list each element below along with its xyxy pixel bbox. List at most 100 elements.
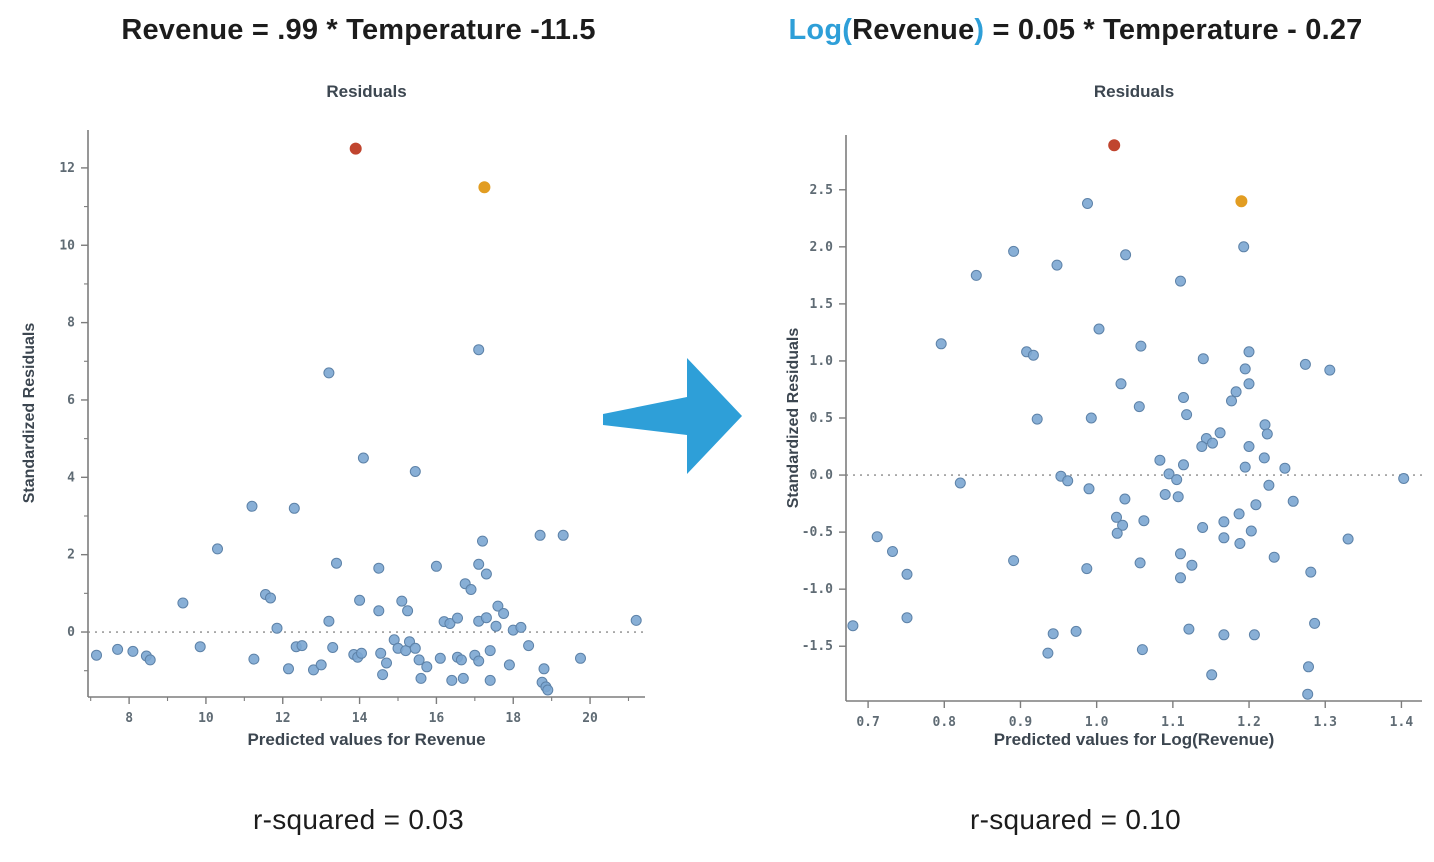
- data-point: [415, 672, 427, 684]
- data-point: [1178, 392, 1189, 403]
- x-tick-label: 12: [275, 711, 291, 726]
- x-tick-label: 1.3: [1313, 715, 1336, 730]
- data-point: [381, 657, 392, 669]
- data-point: [1082, 198, 1093, 209]
- data-point: [1197, 353, 1209, 365]
- y-tick-label: -1.0: [802, 582, 833, 597]
- y-tick-label: 12: [59, 161, 75, 176]
- data-point: [1287, 495, 1299, 507]
- data-point: [1163, 468, 1175, 480]
- data-point: [1181, 409, 1193, 421]
- x-tick-label: 18: [505, 711, 521, 726]
- data-point: [296, 640, 308, 652]
- equation-segment: Log(: [788, 14, 853, 46]
- data-point: [144, 654, 156, 666]
- x-tick-label: 14: [352, 711, 368, 726]
- data-point: [490, 620, 502, 632]
- data-point: [1196, 441, 1208, 452]
- data-point: [452, 612, 463, 624]
- data-point: [847, 620, 859, 632]
- left-equation-title: Revenue = .99 * Temperature -11.5: [0, 14, 717, 47]
- x-tick-label: 1.4: [1390, 715, 1414, 730]
- data-point: [954, 477, 966, 489]
- x-tick-label: 16: [429, 711, 445, 726]
- data-point: [1207, 437, 1218, 449]
- data-point: [538, 663, 550, 675]
- data-point: [534, 529, 546, 541]
- y-tick-label: -0.5: [802, 525, 833, 540]
- data-point: [1115, 378, 1127, 390]
- data-point: [1233, 508, 1245, 520]
- y-tick-label: 4: [67, 470, 75, 485]
- x-tick-label: 0.8: [933, 715, 957, 730]
- data-point: [1111, 511, 1122, 523]
- data-point: [1234, 538, 1246, 549]
- data-point: [1268, 551, 1280, 563]
- data-point: [1172, 491, 1184, 503]
- data-point: [1230, 386, 1242, 398]
- data-point: [465, 584, 477, 595]
- data-point: [265, 592, 276, 604]
- data-point: [413, 654, 425, 666]
- data-point: [288, 502, 300, 514]
- data-point: [357, 452, 369, 464]
- data-point: [1342, 533, 1354, 545]
- data-point: [323, 367, 335, 379]
- data-point: [473, 344, 485, 356]
- y-tick-label: 1.0: [810, 354, 834, 369]
- left-r-squared-caption: r-squared = 0.03: [252, 804, 465, 835]
- data-point: [1175, 275, 1186, 287]
- data-point: [315, 659, 327, 671]
- data-point: [248, 653, 260, 665]
- x-tick-label: 20: [582, 711, 598, 726]
- data-point: [271, 622, 283, 634]
- data-point: [1138, 515, 1150, 527]
- right-r-squared-caption: r-squared = 0.10: [969, 804, 1182, 835]
- data-point: [356, 647, 367, 659]
- data-point: [492, 600, 504, 612]
- data-point: [112, 643, 124, 655]
- data-point: [1243, 441, 1255, 452]
- right-x-axis-label: Predicted values for Log(Revenue): [993, 730, 1275, 749]
- data-point: [1051, 259, 1063, 271]
- data-point: [1239, 461, 1251, 473]
- data-point: [484, 674, 496, 686]
- data-point: [1133, 401, 1145, 413]
- right-equation-title: Log(Revenue) = 0.05 * Temperature - 0.27: [717, 14, 1434, 47]
- data-point: [480, 568, 492, 580]
- data-point: [1243, 378, 1255, 390]
- data-point: [477, 535, 488, 547]
- y-tick-label: 2.5: [810, 183, 833, 198]
- data-point: [1081, 563, 1093, 575]
- data-point: [1183, 623, 1195, 635]
- data-point: [1305, 566, 1317, 578]
- data-point: [373, 562, 385, 574]
- x-tick-label: 1.0: [1085, 715, 1109, 730]
- data-point: [1303, 661, 1314, 673]
- data-point: [1218, 629, 1230, 641]
- data-point: [1248, 629, 1260, 641]
- x-tick-label: 1.2: [1237, 715, 1260, 730]
- data-point: [1239, 363, 1251, 375]
- x-tick-label: 0.7: [856, 715, 879, 730]
- data-point: [323, 615, 335, 627]
- y-tick-label: 0: [67, 625, 75, 640]
- data-point: [1070, 625, 1082, 637]
- outlier-point: [1235, 195, 1248, 208]
- data-point: [1245, 525, 1257, 537]
- data-point: [127, 645, 139, 657]
- data-point: [1042, 647, 1054, 659]
- data-point: [1159, 489, 1171, 500]
- data-point: [901, 612, 913, 624]
- data-point: [1218, 516, 1230, 528]
- y-tick-label: 0.0: [810, 468, 834, 483]
- data-point: [1085, 412, 1097, 424]
- data-point: [473, 558, 485, 570]
- data-point: [1259, 419, 1271, 431]
- data-point: [970, 269, 982, 281]
- y-tick-label: -1.5: [802, 639, 833, 654]
- outlier-point: [478, 181, 491, 194]
- y-tick-label: 10: [59, 238, 75, 253]
- data-point: [1136, 644, 1148, 656]
